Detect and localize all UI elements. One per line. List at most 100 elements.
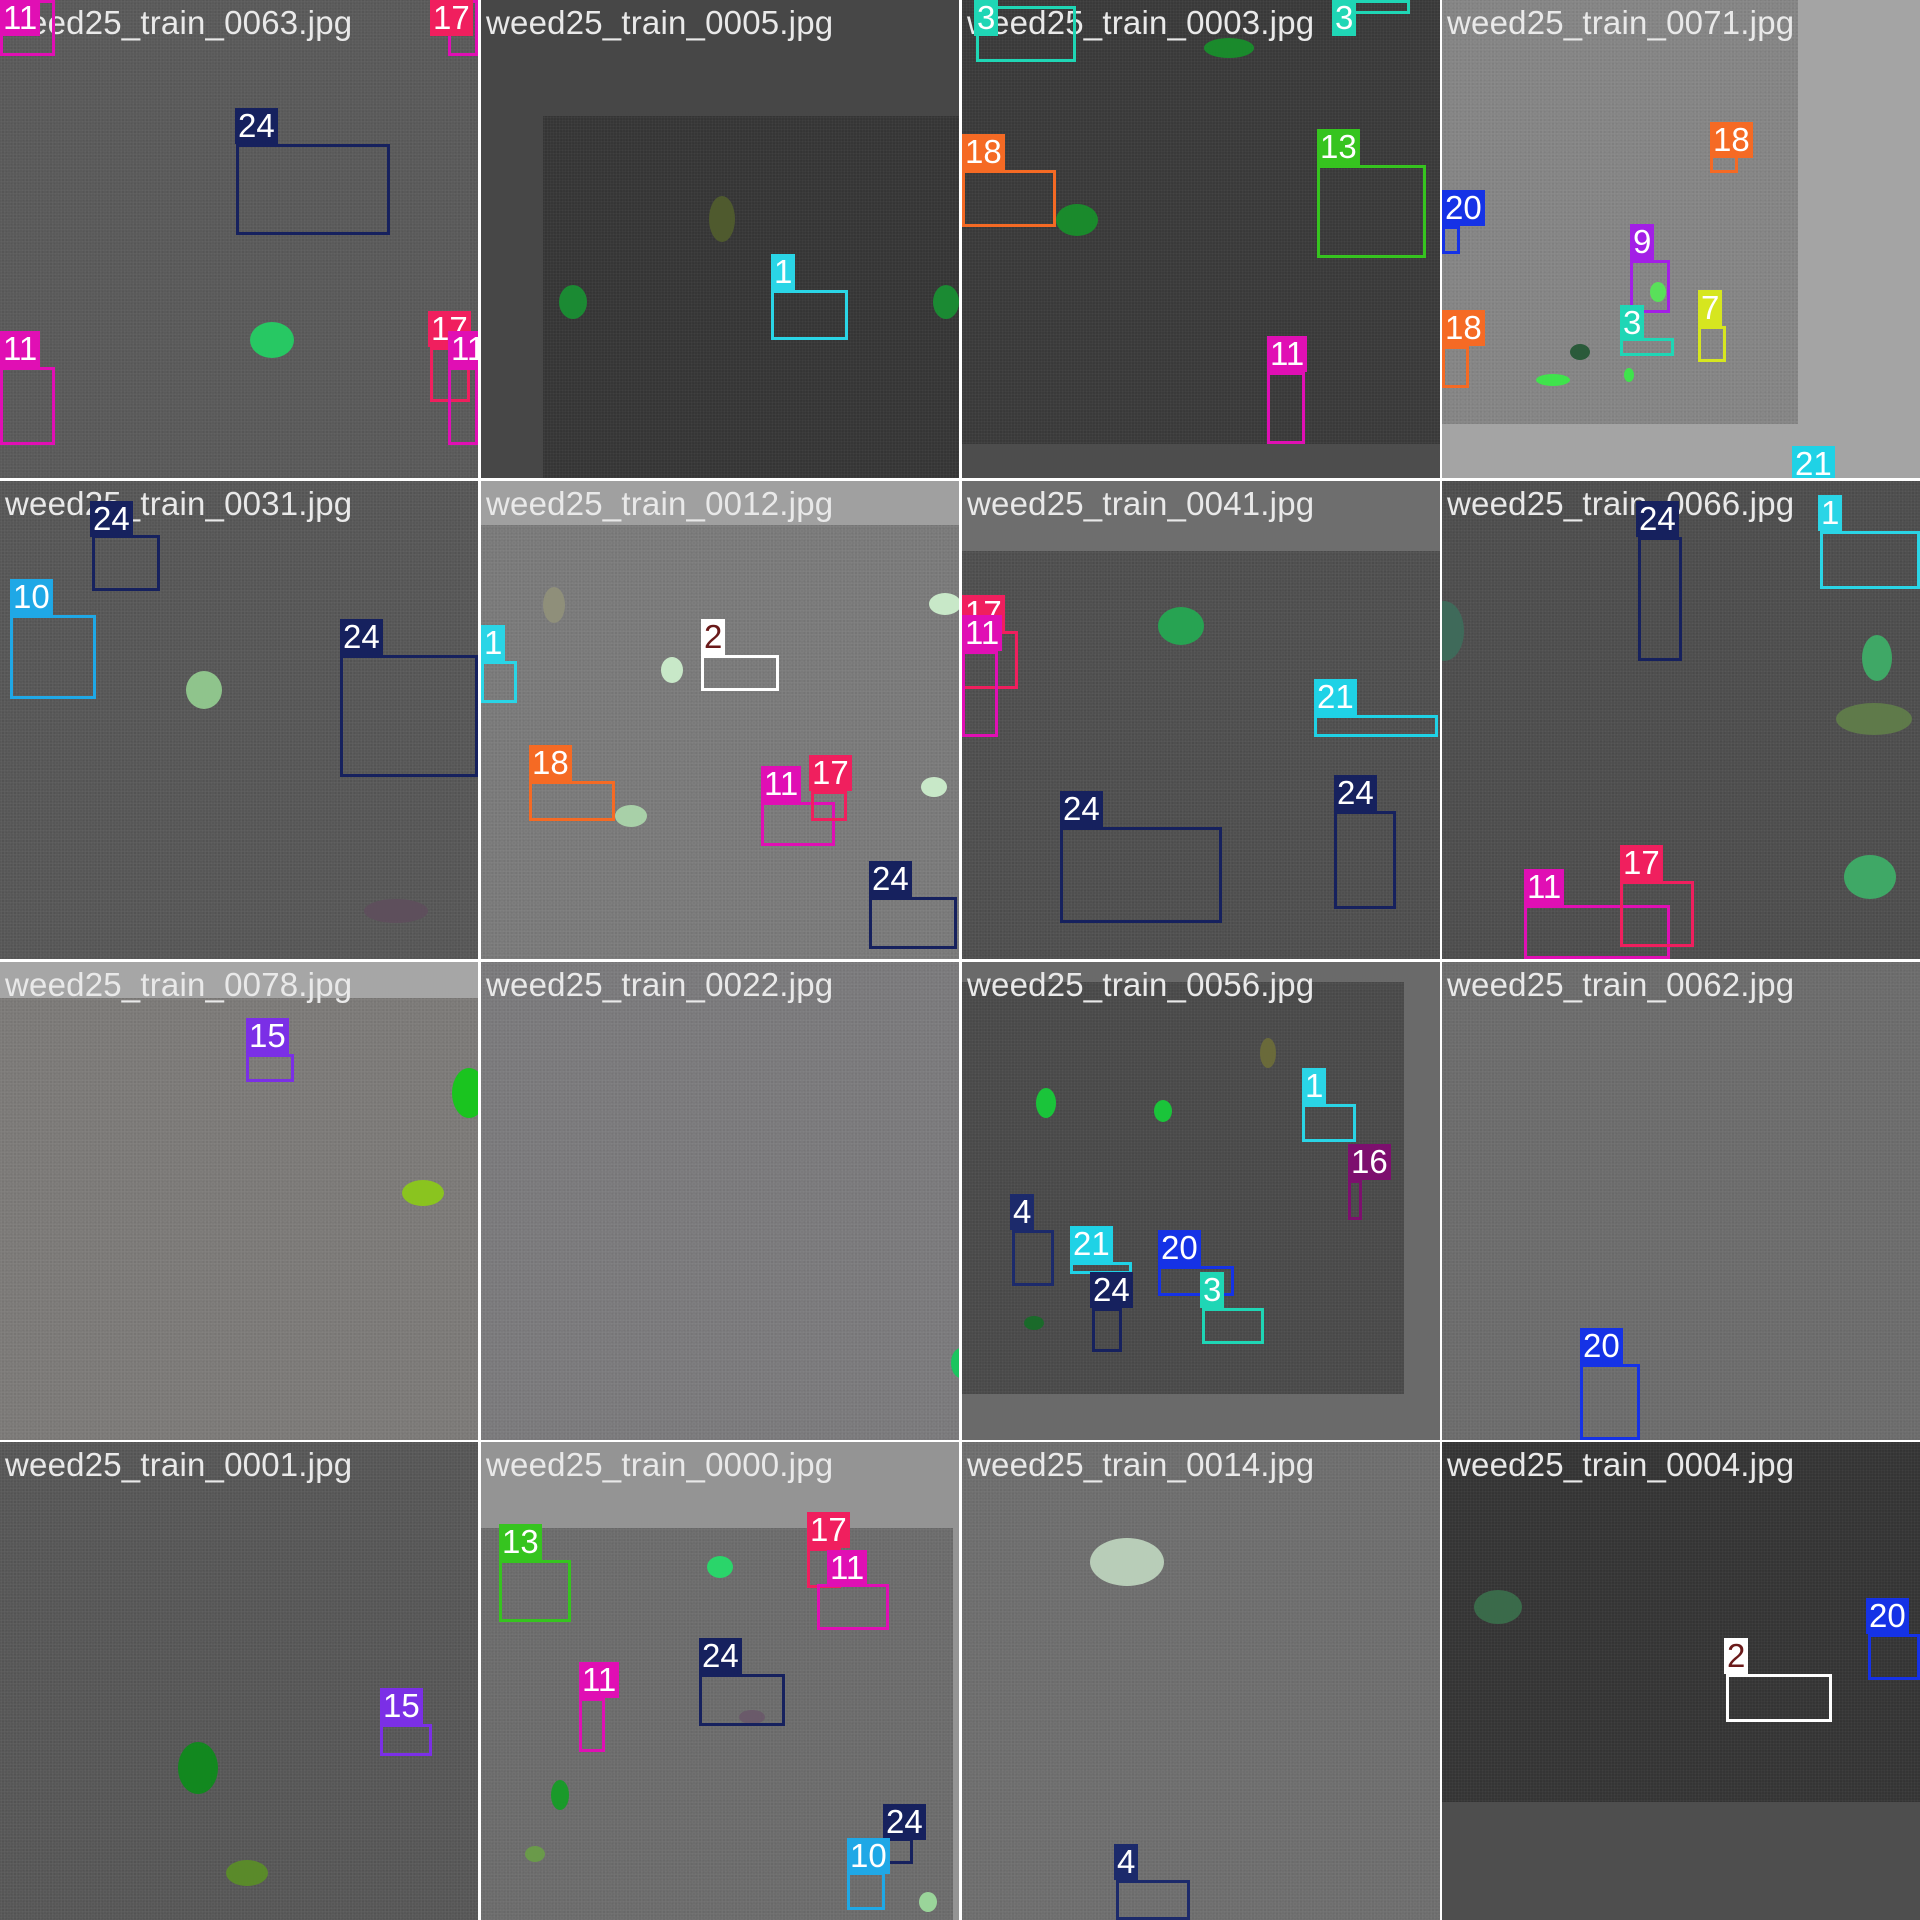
bbox-label: 3 <box>1200 1272 1225 1308</box>
bbox <box>1092 1308 1122 1352</box>
bbox <box>1630 260 1670 313</box>
weed-blob <box>1154 1100 1172 1122</box>
tile-0003: weed25_train_0003.jpg 3 3 18 13 11 <box>962 0 1440 478</box>
weed-blob <box>1650 282 1666 302</box>
bbox-label: 18 <box>529 745 572 781</box>
weed-blob <box>933 285 959 319</box>
weed-blob <box>919 1892 937 1912</box>
bbox <box>761 802 835 846</box>
bbox <box>847 1872 885 1910</box>
bbox-label: 2 <box>701 619 726 655</box>
bbox <box>771 290 848 340</box>
tile-0014: weed25_train_0014.jpg 4 <box>962 1442 1440 1920</box>
bbox <box>1638 537 1682 661</box>
bbox-label: 24 <box>883 1804 926 1840</box>
bbox-label: 16 <box>1348 1144 1391 1180</box>
weed-blob <box>551 1780 569 1810</box>
bbox <box>0 367 55 445</box>
tile-filename: weed25_train_0078.jpg <box>5 966 353 1003</box>
bbox <box>1442 226 1460 254</box>
tile-filename: weed25_train_0066.jpg <box>1447 485 1795 522</box>
weed-blob <box>1624 368 1634 382</box>
bbox <box>448 367 478 445</box>
bbox-label: 1 <box>1818 495 1843 531</box>
bbox-label: 2 <box>1724 1638 1749 1674</box>
bbox-label: 9 <box>1630 224 1655 260</box>
bbox <box>1116 1880 1190 1920</box>
tile-filename: weed25_train_0031.jpg <box>5 485 353 522</box>
tile-filename: weed25_train_0062.jpg <box>1447 966 1795 1003</box>
bbox-label: 11 <box>827 1550 868 1586</box>
bbox-label: 17 <box>809 755 852 791</box>
bbox <box>1348 1180 1362 1220</box>
bbox-label: 24 <box>699 1638 742 1674</box>
weed-blob <box>1836 703 1912 735</box>
bbox <box>1868 1634 1920 1680</box>
bbox-label: 11 <box>761 766 802 802</box>
weed-blob <box>402 1180 444 1206</box>
bbox-label: 3 <box>1332 0 1357 36</box>
bbox <box>1314 715 1438 737</box>
tile-0012: weed25_train_0012.jpg 1 2 18 11 17 24 <box>481 481 959 959</box>
bbox-label: 11 <box>0 0 41 36</box>
bbox <box>1317 165 1426 258</box>
tile-0005: weed25_train_0005.jpg 1 <box>481 0 959 478</box>
tile-filename: weed25_train_0012.jpg <box>486 485 834 522</box>
bbox-label: 18 <box>962 134 1005 170</box>
bbox-label: 24 <box>1090 1272 1133 1308</box>
tile-filename: weed25_train_0063.jpg <box>5 4 353 41</box>
bbox-label: 11 <box>0 331 41 367</box>
tile-filename: weed25_train_0071.jpg <box>1447 4 1795 41</box>
weed-blob <box>452 1068 478 1118</box>
bbox <box>1202 1308 1264 1344</box>
tile-filename: weed25_train_0003.jpg <box>967 4 1315 41</box>
bbox-label: 20 <box>1866 1598 1909 1634</box>
bbox <box>340 655 478 777</box>
bbox <box>92 535 160 591</box>
bbox <box>869 897 957 949</box>
bbox-label: 24 <box>340 619 383 655</box>
weed-blob <box>250 322 294 358</box>
weed-blob <box>951 1348 959 1378</box>
tile-0004: weed25_train_0004.jpg 2 20 <box>1442 1442 1920 1920</box>
bbox-label: 20 <box>1158 1230 1201 1266</box>
weed-blob <box>661 657 683 683</box>
bbox <box>701 655 779 691</box>
weed-blob <box>1024 1316 1044 1330</box>
weed-blob <box>1844 855 1896 899</box>
tile-filename: weed25_train_0000.jpg <box>486 1446 834 1483</box>
bbox-label: 21 <box>1792 446 1835 478</box>
tile-filename: weed25_train_0005.jpg <box>486 4 834 41</box>
weed-blob <box>1204 38 1254 58</box>
tile-0066: weed25_train_0066.jpg 24 1 11 17 <box>1442 481 1920 959</box>
weed-blob <box>364 899 428 923</box>
bbox <box>962 651 998 737</box>
bbox-label: 24 <box>1636 501 1679 537</box>
tile-0056: weed25_train_0056.jpg 1 16 4 21 20 24 3 <box>962 962 1440 1440</box>
bbox-label: 1 <box>481 625 506 661</box>
weed-blob <box>1260 1038 1276 1068</box>
tile-filename: weed25_train_0056.jpg <box>967 966 1315 1003</box>
bbox-label: 21 <box>1314 679 1357 715</box>
bbox <box>699 1674 785 1726</box>
bbox-label: 17 <box>430 0 473 36</box>
bbox <box>10 615 96 699</box>
bbox-label: 3 <box>974 0 999 36</box>
tile-0063: weed25_train_0063.jpg 11 17 24 11 17 11 <box>0 0 478 478</box>
bbox-label: 20 <box>1442 190 1485 226</box>
bbox-label: 20 <box>1580 1328 1623 1364</box>
bbox-label: 11 <box>1267 336 1308 372</box>
bbox-label: 18 <box>1442 310 1485 346</box>
weed-blob <box>929 593 959 615</box>
bbox <box>1442 346 1469 388</box>
bbox-label: 13 <box>1317 129 1360 165</box>
weed-blob <box>186 671 222 709</box>
bbox-label: 11 <box>579 1662 620 1698</box>
tile-0022: weed25_train_0022.jpg <box>481 962 959 1440</box>
bbox <box>1620 881 1694 947</box>
bbox-label: 24 <box>1060 791 1103 827</box>
tile-filename: weed25_train_0004.jpg <box>1447 1446 1795 1483</box>
bbox-label: 10 <box>847 1838 890 1874</box>
weed-blob <box>921 777 947 797</box>
tile-0031: weed25_train_0031.jpg 24 10 24 <box>0 481 478 959</box>
